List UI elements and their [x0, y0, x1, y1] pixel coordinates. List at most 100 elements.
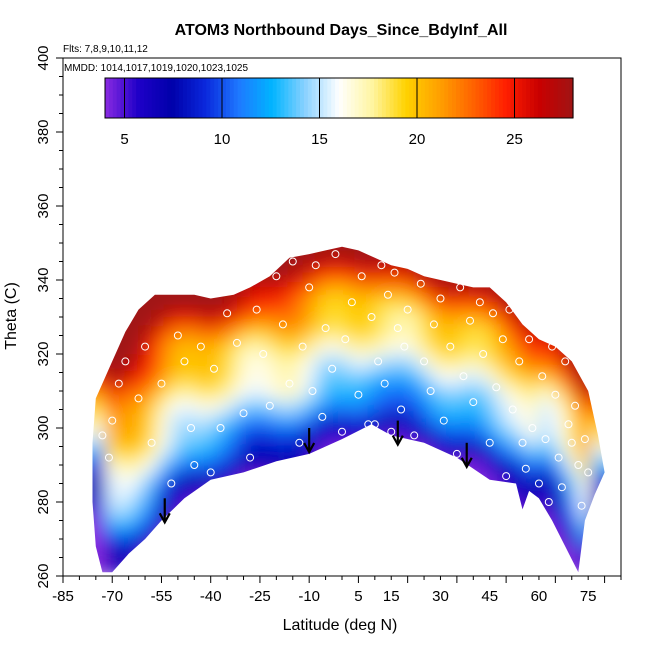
heatmap-cell	[65, 442, 80, 459]
sample-point	[567, 438, 576, 447]
colorbar-swatch	[459, 78, 465, 118]
heatmap-cell	[275, 530, 291, 548]
heatmap-cell	[524, 515, 540, 533]
heatmap-cell	[222, 264, 238, 281]
colorbar-swatch	[245, 78, 250, 118]
heatmap-cell	[551, 220, 566, 237]
colorbar-swatch	[413, 78, 418, 118]
heatmap-cell	[144, 264, 160, 281]
heatmap-cell	[367, 456, 383, 474]
heatmap-cell	[170, 338, 186, 355]
sample-point	[121, 357, 130, 366]
heatmap-cell	[196, 264, 212, 281]
heatmap-cell	[130, 264, 147, 281]
heatmap-cell	[354, 382, 370, 400]
heatmap-cell	[92, 471, 107, 489]
heatmap-cell	[222, 486, 238, 503]
colorbar-swatch	[171, 78, 176, 118]
heatmap-cell	[78, 220, 93, 237]
chart-title: ATOM3 Northbound Days_Since_BdyInf_All	[175, 22, 508, 39]
heatmap-cell	[341, 515, 357, 533]
heatmap-cell	[288, 515, 304, 533]
heatmap-cell	[327, 560, 343, 573]
heatmap-cell	[65, 235, 80, 252]
heatmap-cell	[157, 530, 173, 548]
heatmap-cell	[485, 515, 501, 533]
sample-point	[272, 272, 281, 281]
heatmap-cell	[617, 294, 632, 311]
colorbar-swatch	[522, 78, 527, 118]
colorbar-swatch	[350, 78, 356, 118]
heatmap-cell	[551, 397, 567, 415]
heatmap-cell	[130, 323, 147, 341]
heatmap-cell	[367, 323, 383, 341]
heatmap-cell	[577, 441, 593, 459]
heatmap-cell	[130, 382, 147, 400]
heatmap-cell	[275, 486, 291, 503]
heatmap-cell	[393, 560, 409, 573]
heatmap-cell	[222, 279, 238, 296]
heatmap-cell	[235, 367, 252, 385]
heatmap-cell	[301, 456, 317, 474]
heatmap-cell	[603, 323, 605, 341]
heatmap-cell	[472, 293, 488, 311]
heatmap-cell	[117, 353, 133, 370]
sample-point	[538, 372, 547, 381]
heatmap-cell	[524, 293, 540, 311]
x-tick-label: -55	[151, 588, 173, 605]
heatmap-cell	[406, 264, 422, 281]
heatmap-cell	[314, 545, 330, 563]
colorbar-swatch	[463, 78, 469, 118]
heatmap-cell	[446, 530, 462, 548]
heatmap-cell	[564, 471, 580, 489]
heatmap-cell	[92, 308, 94, 326]
heatmap-cell	[432, 338, 449, 355]
heatmap-cell	[117, 412, 133, 429]
heatmap-cell	[327, 486, 343, 503]
heatmap-cell	[459, 279, 475, 296]
heatmap-cell	[446, 308, 462, 326]
colorbar-swatch	[183, 78, 188, 118]
heatmap-cell	[446, 412, 462, 429]
colorbar-swatch	[358, 78, 363, 118]
colorbar-swatch	[112, 78, 118, 118]
heatmap-cell	[564, 323, 580, 341]
heatmap-cell	[459, 249, 475, 267]
heatmap-cell	[262, 293, 278, 311]
heatmap-cell	[144, 486, 160, 503]
heatmap-cell	[209, 279, 225, 296]
heatmap-cell	[617, 323, 632, 340]
heatmap-cell	[498, 515, 514, 533]
sample-point	[288, 257, 297, 266]
heatmap-cell	[144, 382, 160, 400]
heatmap-cell	[603, 382, 605, 400]
heatmap-cell	[92, 397, 107, 415]
heatmap-cell	[288, 412, 304, 429]
colorbar-swatch	[159, 78, 165, 118]
heatmap-cell	[459, 338, 475, 355]
sample-point	[367, 313, 376, 321]
heatmap-cell	[564, 441, 580, 459]
heatmap-cell	[170, 486, 186, 503]
plot-area	[65, 220, 632, 573]
heatmap-cell	[472, 249, 488, 267]
heatmap-cell	[288, 501, 304, 518]
heatmap-cell	[65, 531, 80, 548]
heatmap-cell	[367, 427, 383, 444]
heatmap-cell	[170, 471, 186, 489]
heatmap-cell	[104, 412, 120, 429]
sample-point	[492, 383, 501, 392]
heatmap-cell	[301, 353, 317, 370]
sample-point	[285, 379, 294, 388]
heatmap-cell	[183, 441, 199, 459]
heatmap-cell	[485, 353, 501, 370]
heatmap-cell	[564, 293, 580, 311]
x-tick-label: 60	[531, 588, 548, 605]
heatmap-cell	[275, 220, 290, 237]
heatmap-cell	[104, 367, 120, 385]
heatmap-cell	[275, 456, 291, 474]
x-tick-label: -70	[101, 588, 123, 605]
heatmap-cell	[617, 412, 632, 429]
heatmap-cell	[104, 545, 120, 563]
heatmap-cell	[144, 279, 160, 296]
